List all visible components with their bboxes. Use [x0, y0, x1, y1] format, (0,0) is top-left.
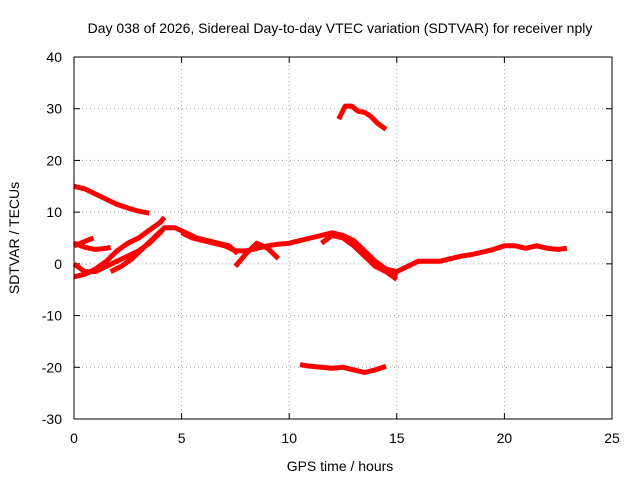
tick-labels: 0 5 10 15 20 25 -30 -20 -10 0 10 20 30 40 [42, 49, 620, 446]
series-arc-7 [180, 230, 399, 279]
x-tick-label: 0 [70, 430, 78, 446]
y-tick-label: 20 [46, 152, 62, 168]
series-arc-8 [233, 240, 281, 269]
x-tick-label: 15 [389, 430, 405, 446]
y-tick-label: 10 [46, 204, 62, 220]
series-arc-3 [73, 240, 112, 252]
chart-title: Day 038 of 2026, Sidereal Day-to-day VTE… [88, 20, 593, 36]
series-arc-12 [385, 243, 568, 275]
x-tick-label: 10 [281, 430, 297, 446]
y-tick-label: 0 [54, 256, 62, 272]
series-arc-9 [320, 232, 399, 282]
x-tick-label: 20 [497, 430, 513, 446]
series-arc-5 [73, 215, 167, 280]
plot-frame [73, 56, 613, 420]
series-arc-10 [336, 103, 388, 132]
y-tick-label: 30 [46, 101, 62, 117]
series-arc-11 [299, 362, 387, 375]
y-tick-label: -30 [42, 411, 62, 427]
y-tick-label: -10 [42, 308, 62, 324]
x-axis-label: GPS time / hours [287, 458, 394, 474]
y-tick-label: 40 [46, 49, 62, 65]
series-arc-1 [73, 183, 150, 216]
x-tick-label: 5 [178, 430, 186, 446]
x-tick-label: 25 [604, 430, 620, 446]
y-axis-label: SDTVAR / TECUs [6, 182, 22, 294]
data-series [72, 103, 568, 375]
series-arc-6 [109, 225, 240, 274]
y-tick-label: -20 [42, 359, 62, 375]
